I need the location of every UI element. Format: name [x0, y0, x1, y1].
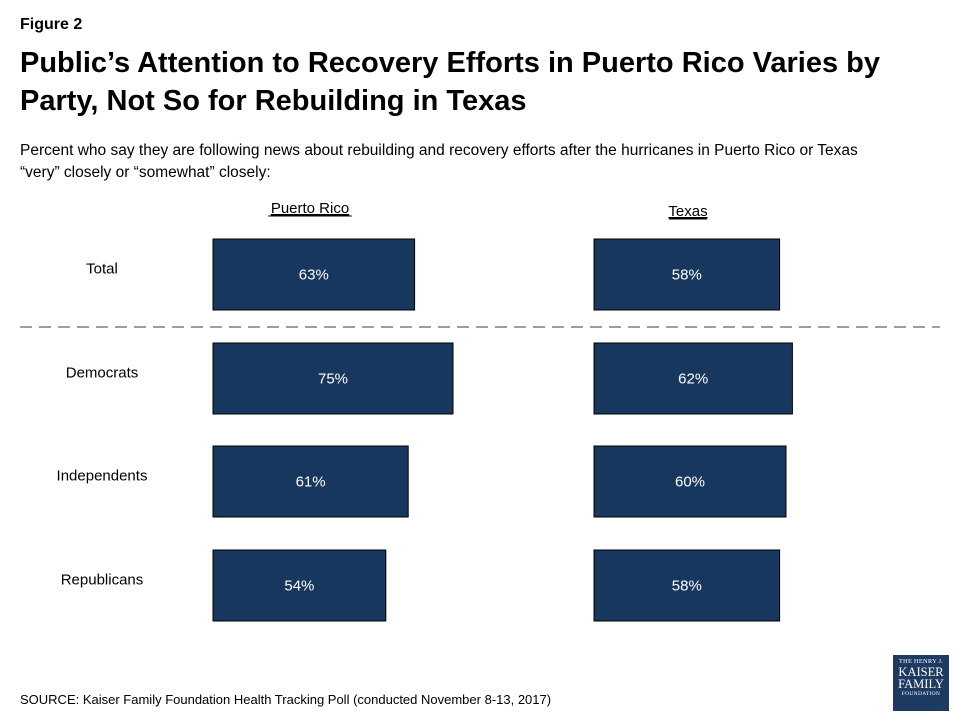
data-label: 58%	[672, 578, 702, 595]
logo-line-3: FAMILY	[898, 677, 944, 691]
logo-line-4: FOUNDATION	[901, 691, 941, 697]
bar-texas-democrats	[593, 342, 793, 415]
logo-line-1: THE HENRY J.	[898, 658, 944, 665]
chart-title: Public’s Attention to Recovery Efforts i…	[20, 47, 880, 117]
data-label: 60%	[675, 474, 705, 491]
data-label: 75%	[318, 371, 348, 388]
category-label-total: Total	[86, 261, 118, 278]
kff-logo: THE HENRY J. KAISER FAMILY FOUNDATION	[893, 655, 949, 711]
category-label-republicans: Republicans	[61, 572, 144, 589]
category-label-independents: Independents	[57, 468, 148, 485]
category-label-democrats: Democrats	[66, 365, 139, 382]
series-header-puerto-rico: Puerto Rico	[271, 200, 349, 217]
chart-subtitle: Percent who say they are following news …	[20, 142, 858, 181]
logo-line-2: KAISER	[898, 665, 944, 679]
bar-puerto-rico-republicans	[212, 549, 387, 622]
data-label: 61%	[296, 474, 326, 491]
data-label: 63%	[299, 267, 329, 284]
series-header-texas: Texas	[668, 203, 707, 220]
source-note: SOURCE: Kaiser Family Foundation Health …	[20, 692, 552, 707]
data-label: 62%	[678, 371, 708, 388]
figure-label: Figure 2	[20, 16, 83, 33]
bar-texas-republicans	[593, 549, 781, 622]
data-label: 58%	[672, 267, 702, 284]
bar-puerto-rico-democrats	[212, 342, 454, 415]
data-label: 54%	[284, 578, 314, 595]
bar-puerto-rico-independents	[212, 445, 409, 518]
bar-texas-independents	[593, 445, 787, 518]
bar-texas-total	[593, 238, 781, 311]
bar-puerto-rico-total	[212, 238, 416, 311]
